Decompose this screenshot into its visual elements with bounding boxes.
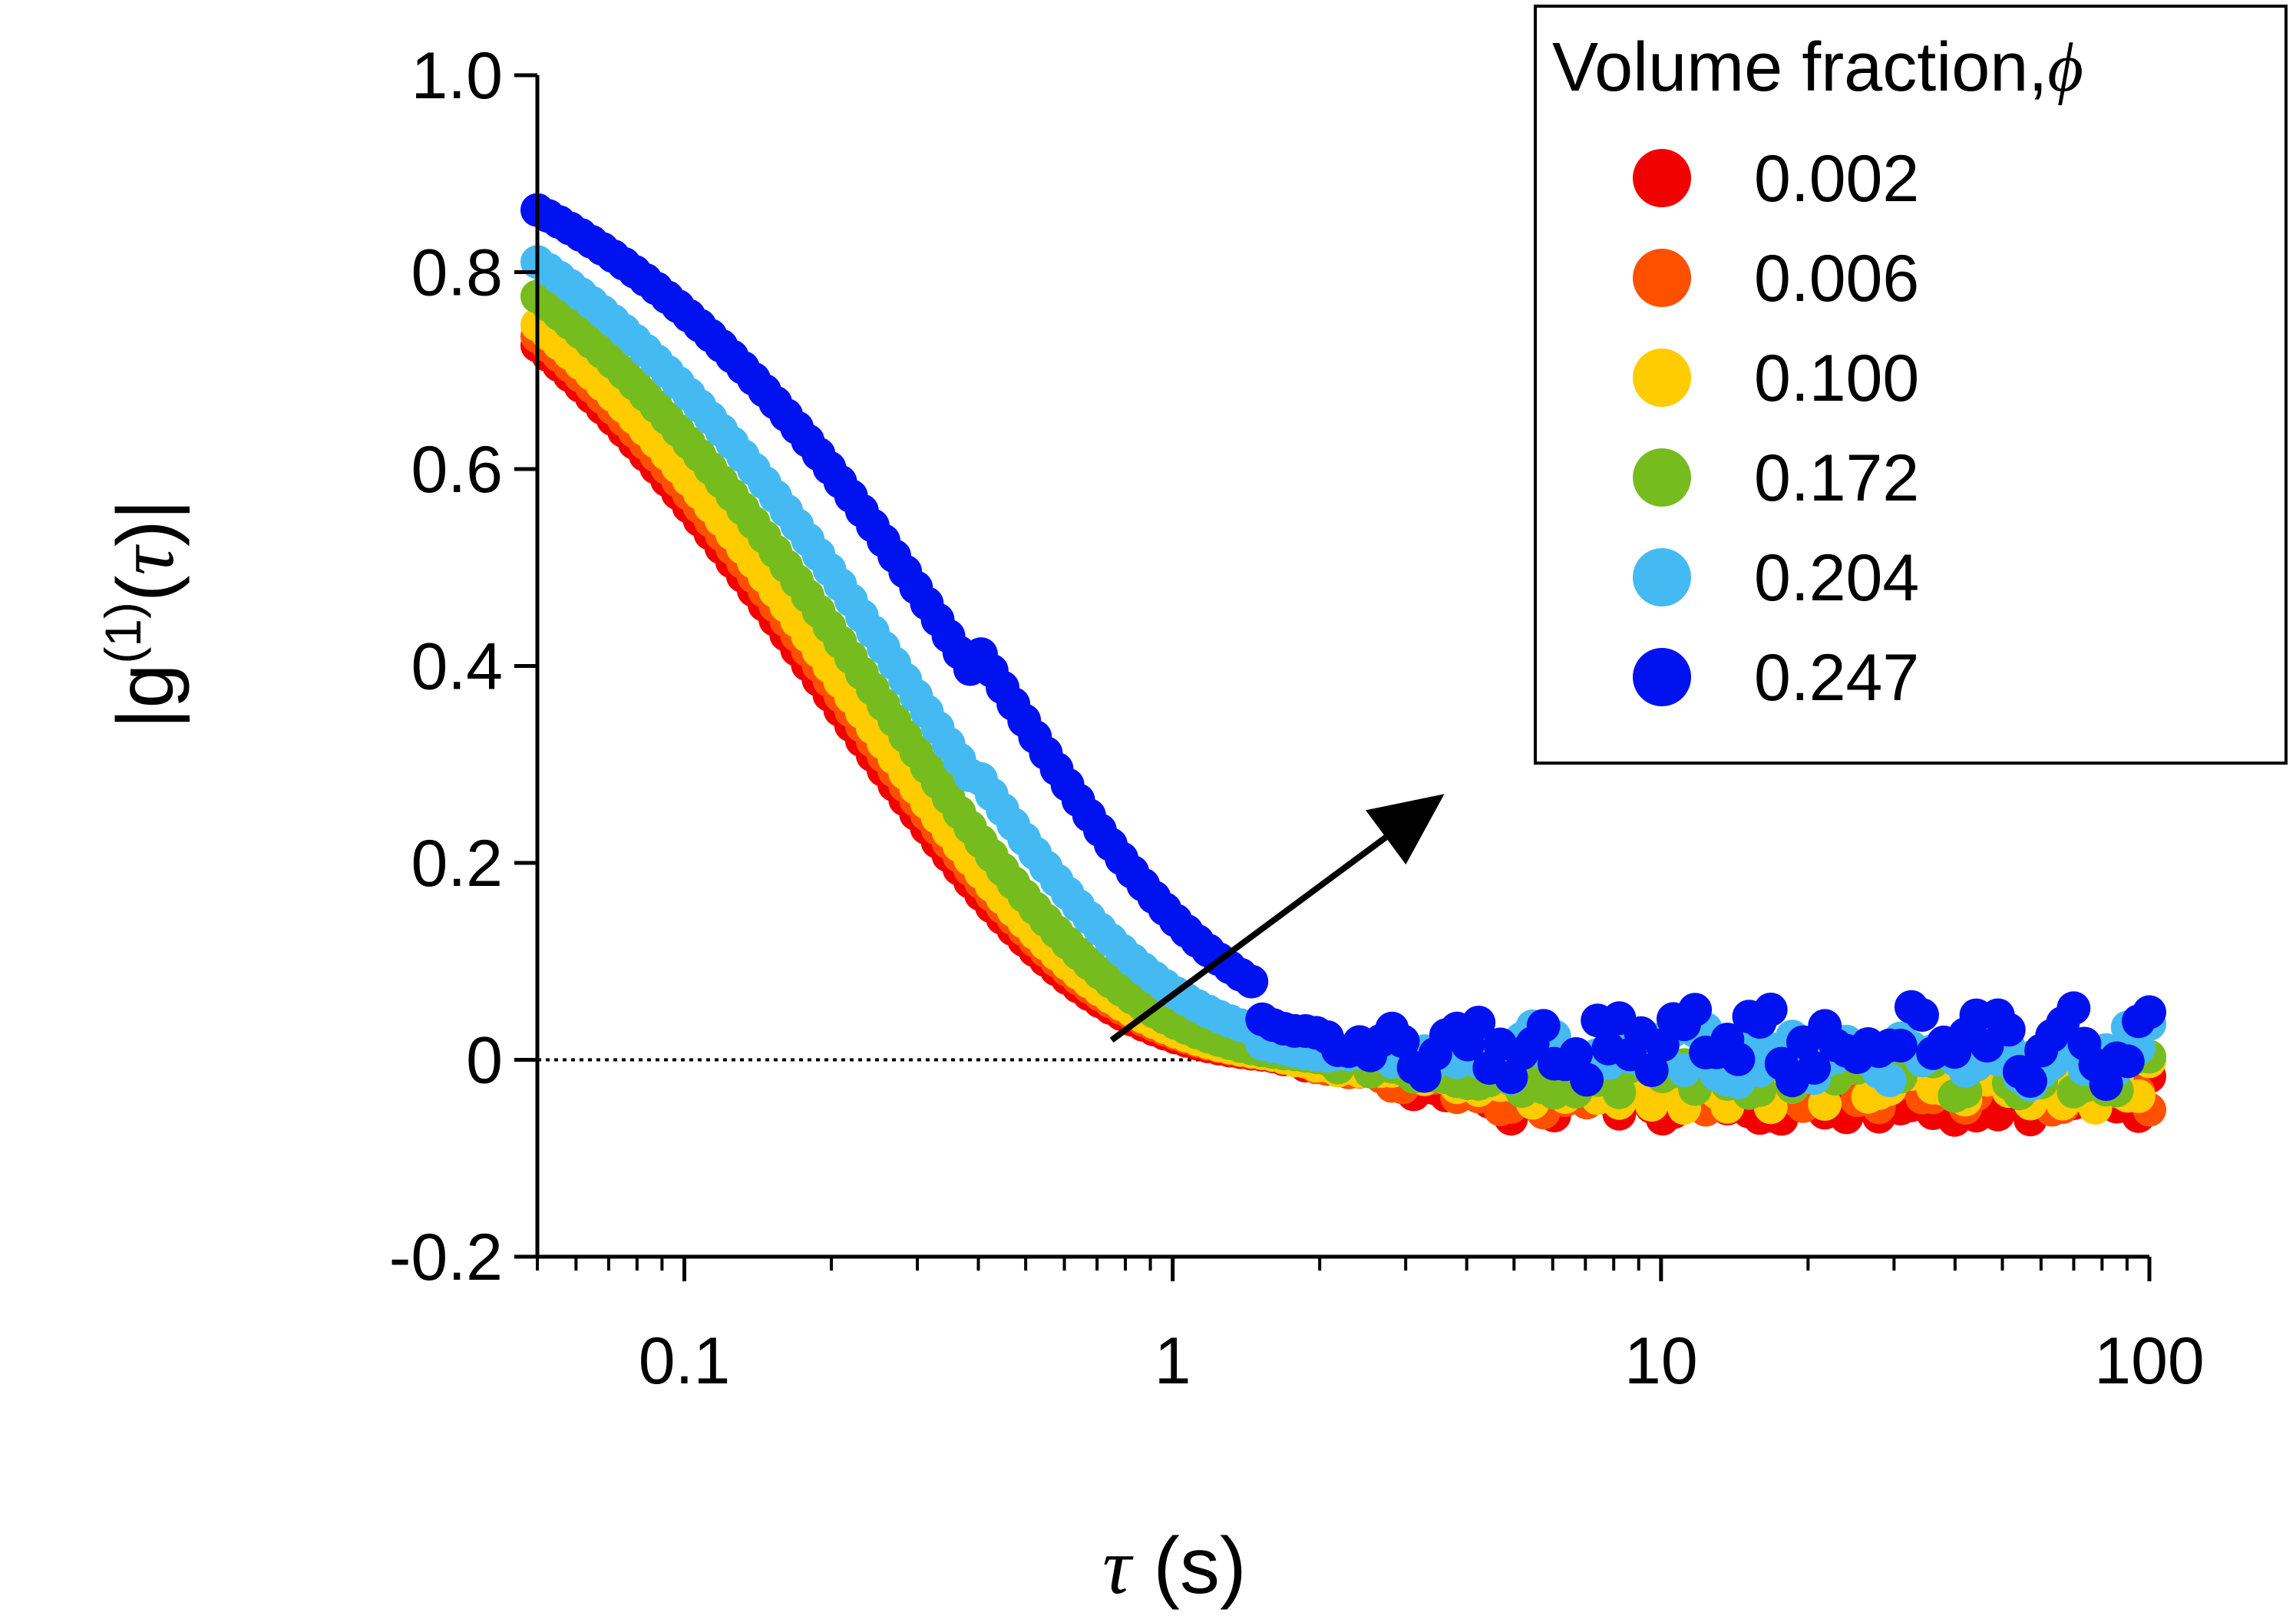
data-point [1905, 998, 1939, 1033]
data-point [1462, 1006, 1496, 1039]
x-tick-label: 100 [2094, 1324, 2205, 1398]
legend: Volume fraction,ϕ 0.0020.0060.1000.1720.… [1534, 5, 2288, 765]
x-ticks: 0.1 1 10 100 [536, 1257, 2205, 1398]
x-axis-unit: (s) [1131, 1522, 1247, 1611]
y-axis-title: |g(1)(τ)| [94, 499, 190, 729]
x-tick-label: 0.1 [639, 1324, 731, 1398]
data-point [1602, 1075, 1637, 1109]
legend-title-symbol: ϕ [2047, 30, 2083, 106]
axes: 1.0 0.8 0.6 0.4 0.2 0 -0.2 0.1 1 10 100 [389, 39, 2205, 1398]
legend-marker [1633, 648, 1691, 706]
legend-items: 0.002 0.006 0.100 0.172 0.204 0.247 [1633, 142, 1919, 715]
data-points [520, 193, 2166, 1137]
legend-label: 0.247 [1754, 641, 1919, 715]
data-point [1678, 993, 1713, 1027]
data-point [2056, 991, 2091, 1026]
x-axis-title: τ (s) [1102, 1522, 1246, 1611]
legend-marker [1633, 149, 1691, 207]
trend-arrow [1109, 794, 1445, 1043]
y-tick-label: 0 [466, 1024, 503, 1098]
y-axis-arg: τ [102, 544, 190, 575]
y-axis-open-paren: ( [101, 575, 190, 602]
y-tick-label: 0.8 [411, 236, 503, 310]
legend-marker [1633, 349, 1691, 407]
data-point [2089, 1067, 2123, 1102]
data-point [1645, 1028, 1680, 1062]
data-point [1234, 964, 1269, 999]
legend-label: 0.002 [1754, 142, 1919, 216]
x-axis-symbol: τ [1102, 1522, 1134, 1611]
data-point [1883, 1029, 1918, 1062]
data-series [520, 193, 2166, 1102]
data-point [2132, 995, 2166, 1029]
data-point [1808, 1087, 1842, 1121]
data-point [1526, 1009, 1561, 1043]
y-tick-label: 0.4 [411, 630, 503, 704]
data-point [1570, 1062, 1604, 1097]
legend-label: 0.006 [1754, 242, 1919, 316]
data-point [2014, 1064, 2047, 1099]
data-point [1797, 1051, 1832, 1085]
y-tick-label: 0.6 [411, 433, 503, 507]
legend-label: 0.100 [1754, 342, 1919, 415]
data-point [2110, 1044, 2145, 1079]
legend-title: Volume fraction,ϕ [1552, 29, 2083, 106]
data-point [1386, 1024, 1420, 1059]
legend-marker [1633, 548, 1691, 606]
data-point [1559, 1037, 1593, 1071]
y-ticks: 1.0 0.8 0.6 0.4 0.2 0 -0.2 [389, 39, 537, 1294]
legend-marker [1633, 448, 1691, 507]
trend-arrow-head [1366, 794, 1445, 865]
data-point [1872, 1063, 1907, 1098]
legend-label: 0.172 [1754, 441, 1919, 515]
trend-arrow-shaft [1109, 834, 1388, 1043]
y-tick-label: 1.0 [411, 39, 503, 113]
y-tick-label: -0.2 [389, 1221, 503, 1294]
y-axis-superscript: (1) [94, 602, 151, 664]
legend-title-text: Volume fraction, [1552, 29, 2047, 106]
legend-label: 0.204 [1754, 541, 1919, 615]
x-tick-label: 10 [1624, 1324, 1698, 1398]
legend-marker [1633, 249, 1691, 307]
y-tick-label: 0.2 [411, 827, 503, 901]
y-axis-close: )| [101, 499, 190, 547]
x-tick-label: 1 [1155, 1324, 1191, 1398]
data-point [1634, 1053, 1669, 1088]
data-point [1721, 1042, 1756, 1076]
y-axis-prefix: |g [101, 664, 190, 729]
data-point [1753, 993, 1788, 1026]
data-point [1991, 1013, 2026, 1047]
